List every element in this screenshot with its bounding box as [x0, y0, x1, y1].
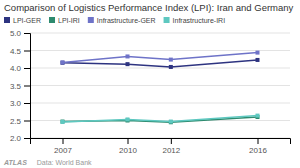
tick: 2012: [162, 138, 180, 155]
point: [61, 61, 65, 65]
tick-label: 4.5: [10, 47, 22, 56]
point: [61, 120, 65, 124]
tick-label: 5.0: [10, 29, 22, 38]
point: [169, 120, 173, 124]
grid-line: [30, 85, 290, 86]
annotation: ATLAS: [3, 159, 27, 166]
marks: [61, 51, 260, 125]
title: Comparison of Logistics Performance Inde…: [4, 2, 294, 13]
tick: 4.5: [10, 47, 30, 56]
tick-mark: [24, 138, 30, 139]
tick-mark: [24, 121, 30, 122]
y-axis: 2.0 2.5 3.0 3.5 4.0 4.5 5.0: [10, 29, 31, 143]
legend-swatch: [4, 17, 10, 23]
legend-label: Infrastructure-IRI: [173, 17, 226, 24]
legend-item: LPI-GER: [4, 17, 41, 24]
legend-item: Infrastructure-IRI: [164, 17, 226, 24]
grid-line: [30, 103, 290, 104]
tick-label: 2007: [54, 146, 72, 155]
axis-line: [24, 34, 31, 139]
tick: 3.0: [10, 99, 30, 108]
legend-item: Infrastructure-GER: [88, 17, 156, 24]
tick: 2007: [54, 138, 72, 155]
legend-swatch: [88, 17, 94, 23]
point: [126, 62, 130, 66]
point: [169, 58, 173, 62]
tick: 5.0: [10, 29, 30, 38]
tick-mark: [24, 103, 30, 104]
grid: [30, 33, 290, 138]
legend-label: LPI-IRI: [58, 17, 80, 24]
series-line: [63, 116, 258, 122]
annotation: Data: World Bank: [37, 159, 92, 166]
tick: 3.5: [10, 82, 30, 91]
point: [169, 65, 173, 69]
grid-line: [30, 68, 290, 69]
tick-label: 3.5: [10, 82, 22, 91]
tick-label: 2016: [249, 146, 267, 155]
plot: 2.0 2.5 3.0 3.5 4.0 4.5 5.0 2007 2010 2012 2016: [10, 29, 291, 155]
tick: 4.0: [10, 64, 30, 73]
point: [61, 120, 65, 124]
grid-line: [30, 50, 290, 51]
series-line: [63, 60, 258, 67]
tick-mark: [24, 86, 30, 87]
tick-label: 2012: [162, 146, 180, 155]
tick: 2016: [249, 138, 267, 155]
tick-mark: [171, 138, 172, 144]
tick-mark: [258, 138, 259, 144]
tick-mark: [63, 138, 64, 144]
tick-label: 2.0: [10, 134, 22, 143]
tick: 2010: [119, 138, 137, 155]
point: [126, 54, 130, 58]
legend-label: Infrastructure-GER: [97, 17, 156, 24]
tick-label: 2.5: [10, 117, 22, 126]
point: [169, 120, 173, 124]
tick: 2.0: [10, 134, 30, 143]
point: [256, 58, 260, 62]
legend-swatch: [164, 17, 170, 23]
point: [256, 114, 260, 118]
point: [256, 51, 260, 55]
axis-line: [31, 139, 291, 145]
tick-mark: [24, 33, 30, 34]
tick-label: 3.0: [10, 99, 22, 108]
legend-item: LPI-IRI: [49, 17, 80, 24]
series-line: [63, 53, 258, 63]
tick-label: 2010: [119, 146, 137, 155]
tick-mark: [128, 138, 129, 144]
tick-mark: [24, 51, 30, 52]
tick-label: 4.0: [10, 64, 22, 73]
legend-label: LPI-GER: [13, 17, 41, 24]
x-axis: 2007 2010 2012 2016: [31, 138, 291, 155]
grid-line: [30, 33, 290, 34]
legend-swatch: [49, 17, 55, 23]
point: [61, 60, 65, 64]
tick-mark: [24, 68, 30, 69]
legend: LPI-GER LPI-IRI Infrastructure-GER Infrastr…: [4, 17, 225, 24]
tick: 2.5: [10, 117, 30, 126]
point: [126, 117, 130, 121]
chart: Comparison of Logistics Performance Inde…: [0, 0, 300, 168]
